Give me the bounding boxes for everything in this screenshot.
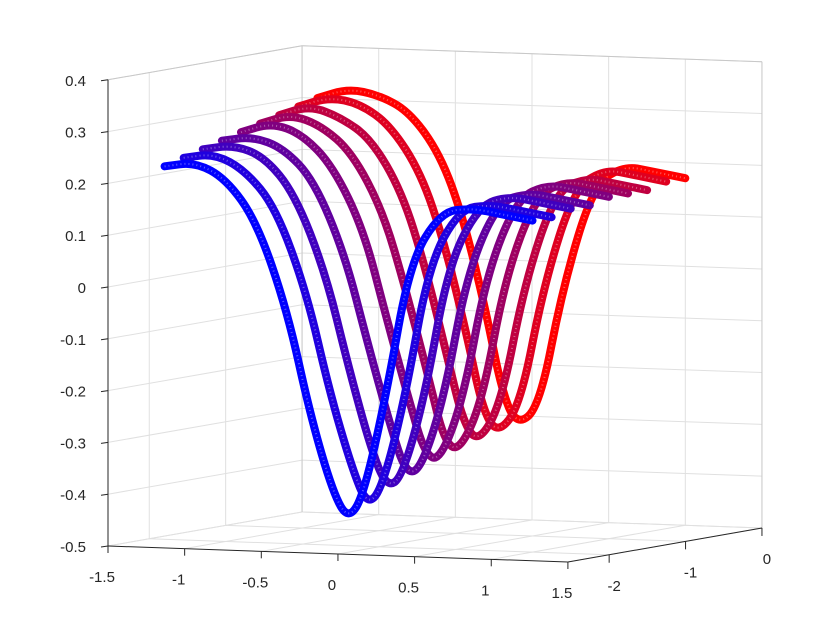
z-tick <box>100 182 109 185</box>
series-6 <box>275 104 652 441</box>
x-tick-label: 0 <box>328 577 336 594</box>
z-tick-label: 0.4 <box>65 73 86 90</box>
series-0 <box>160 159 537 518</box>
z-gridline <box>302 511 762 529</box>
z-tick-label: -0.3 <box>60 435 86 452</box>
z-tick <box>100 493 109 496</box>
z-tick-label: 0 <box>78 280 86 297</box>
tick-labels: -1.5 -1 -0.5 0 0.5 1 1.5 -2 -1 0 -0.5 -0.4 -0.3 -0.2 -… <box>60 73 771 602</box>
z-tick <box>100 79 109 82</box>
z-tick-label: -0.2 <box>60 384 86 401</box>
z-gridline <box>107 407 303 443</box>
z-gridline <box>107 356 303 392</box>
series-point-texture <box>240 124 610 459</box>
z-gridline <box>107 97 303 133</box>
box-edge <box>302 45 762 63</box>
axes <box>100 79 763 569</box>
series-line <box>160 159 537 518</box>
y-tick-label: -2 <box>607 578 620 595</box>
y-gridline <box>225 524 686 542</box>
z-gridline <box>302 304 762 322</box>
z-tick-label: -0.4 <box>60 487 86 504</box>
z-gridline <box>107 304 303 340</box>
series-point-texture <box>278 107 648 438</box>
x-tick-label: -1 <box>172 572 185 589</box>
z-tick <box>100 131 109 134</box>
x-gridline <box>184 514 379 550</box>
z-tick <box>100 390 109 393</box>
y-axis <box>567 527 763 563</box>
z-tick <box>100 286 109 289</box>
x-gridline <box>261 516 456 552</box>
x-gridline <box>491 524 686 560</box>
z-tick <box>100 441 109 444</box>
series-line <box>275 104 652 441</box>
series-point-texture <box>164 162 533 515</box>
x-tick-label: 0.5 <box>398 580 419 597</box>
box-edge <box>107 45 303 81</box>
x-gridline <box>337 519 533 555</box>
x-tick-label: -1.5 <box>89 569 115 586</box>
x-gridline <box>414 522 609 558</box>
z-tick-label: -0.5 <box>60 539 86 556</box>
x-tick-label: 1 <box>481 582 489 599</box>
y-tick-label: -1 <box>684 564 697 581</box>
z-gridline <box>107 511 303 547</box>
x-tick-label: 1.5 <box>551 585 572 602</box>
z-tick <box>100 234 109 237</box>
data-series <box>160 86 690 518</box>
z-tick-label: -0.1 <box>60 332 86 349</box>
y-gridline <box>149 538 610 556</box>
z-gridline <box>107 459 303 495</box>
x-tick-label: -0.5 <box>242 574 268 591</box>
z-tick-label: 0.3 <box>65 125 86 142</box>
z-tick-label: 0.2 <box>65 176 86 193</box>
z-tick <box>100 545 109 548</box>
y-tick-label: 0 <box>763 551 771 568</box>
series-point-texture <box>221 137 591 473</box>
z-tick-label: 0.1 <box>65 228 86 245</box>
z-tick <box>100 338 109 341</box>
